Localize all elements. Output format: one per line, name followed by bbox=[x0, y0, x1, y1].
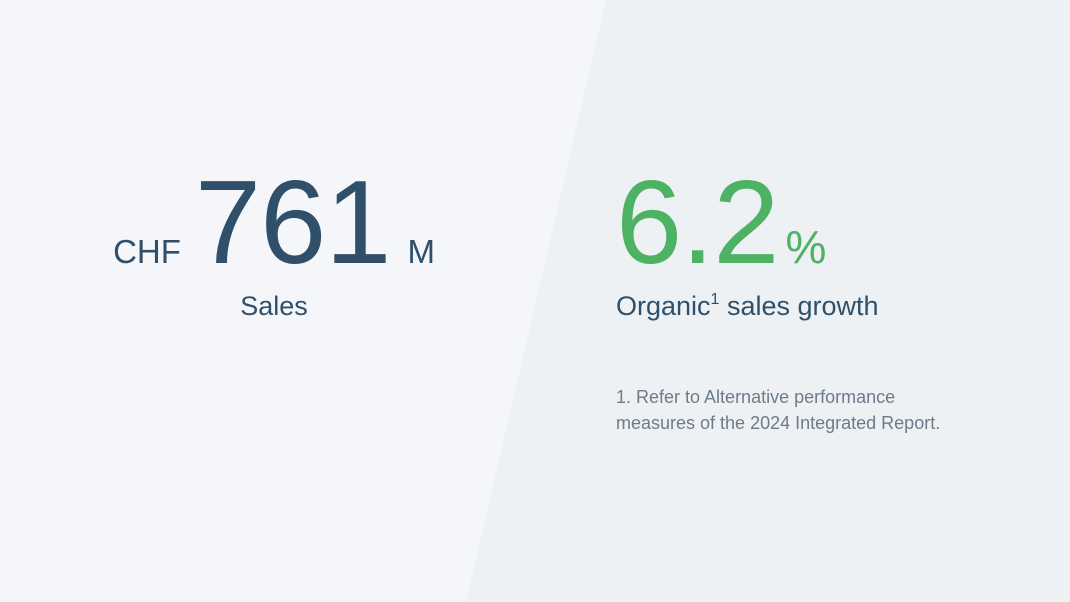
sales-value: 761 bbox=[194, 156, 392, 289]
sales-unit: M bbox=[407, 233, 435, 270]
growth-label-prefix: Organic bbox=[616, 291, 711, 321]
sales-value-line: CHF 761 M bbox=[0, 163, 548, 282]
growth-label-suffix: sales growth bbox=[719, 291, 879, 321]
growth-value: 6.2 bbox=[616, 156, 779, 289]
currency-label: CHF bbox=[113, 233, 181, 270]
sales-stat: CHF 761 M Sales bbox=[0, 163, 548, 322]
sales-label: Sales bbox=[240, 291, 308, 321]
growth-value-line: 6.2 % bbox=[616, 163, 879, 282]
footnote-text: 1. Refer to Alternative performance meas… bbox=[616, 387, 941, 433]
growth-label: Organic1 sales growth bbox=[616, 290, 879, 322]
footnote-marker: 1 bbox=[710, 291, 720, 308]
organic-growth-stat: 6.2 % Organic1 sales growth bbox=[616, 163, 879, 322]
growth-unit: % bbox=[785, 221, 827, 273]
